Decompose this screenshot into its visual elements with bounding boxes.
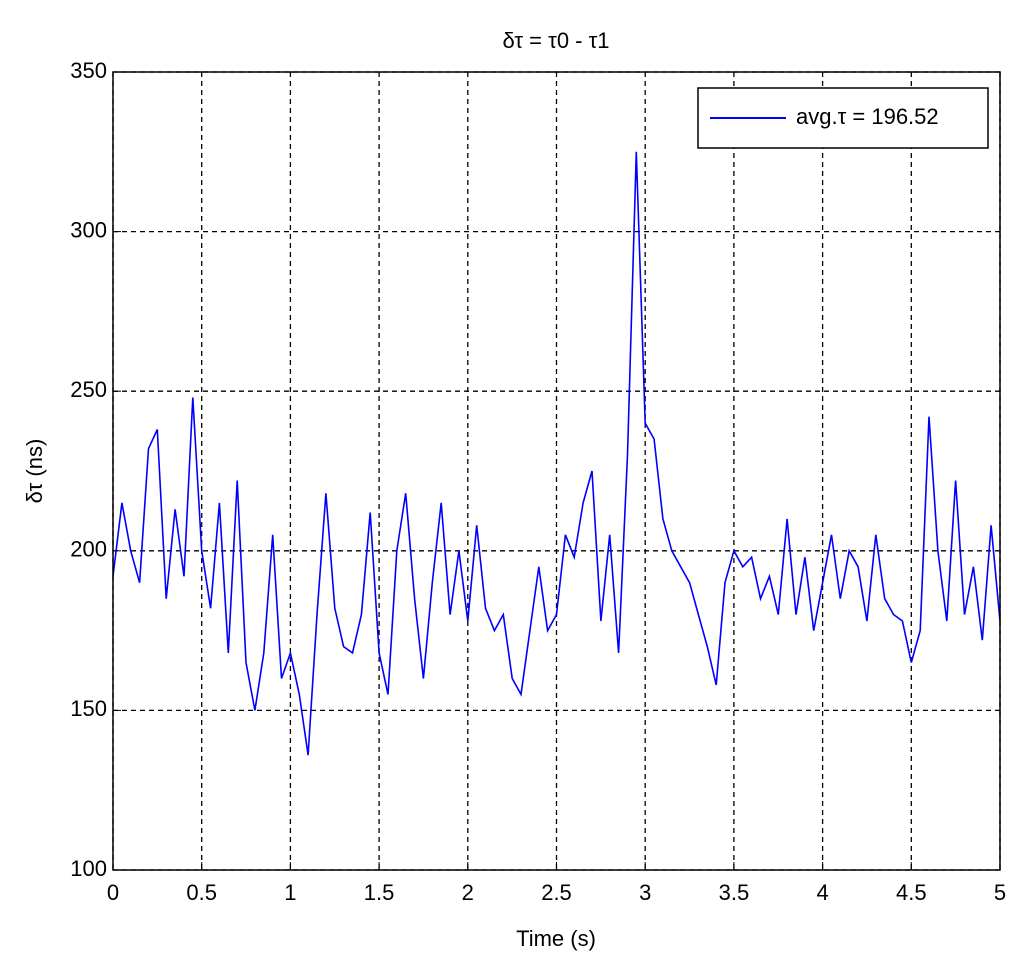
x-tick-label: 2 <box>462 880 474 905</box>
x-tick-label: 0 <box>107 880 119 905</box>
x-tick-label: 1 <box>284 880 296 905</box>
data-line <box>112 151 1001 756</box>
x-tick-label: 3.5 <box>719 880 750 905</box>
x-tick-label: 3 <box>639 880 651 905</box>
y-tick-label: 150 <box>70 696 107 721</box>
x-tick-label: 2.5 <box>541 880 572 905</box>
y-tick-label: 300 <box>70 217 107 242</box>
y-tick-label: 200 <box>70 537 107 562</box>
y-tick-label: 250 <box>70 377 107 402</box>
x-tick-label: 4 <box>816 880 828 905</box>
x-tick-label: 0.5 <box>186 880 217 905</box>
chart-title: δτ = τ0 - τ1 <box>502 28 609 53</box>
x-tick-label: 4.5 <box>896 880 927 905</box>
x-tick-label: 5 <box>994 880 1006 905</box>
y-axis-label: δτ (ns) <box>22 439 47 504</box>
legend-label: avg.τ = 196.52 <box>796 104 939 129</box>
x-tick-label: 1.5 <box>364 880 395 905</box>
y-tick-label: 100 <box>70 856 107 881</box>
y-tick-label: 350 <box>70 58 107 83</box>
plot-frame <box>112 71 1001 871</box>
x-axis-label: Time (s) <box>516 926 596 951</box>
